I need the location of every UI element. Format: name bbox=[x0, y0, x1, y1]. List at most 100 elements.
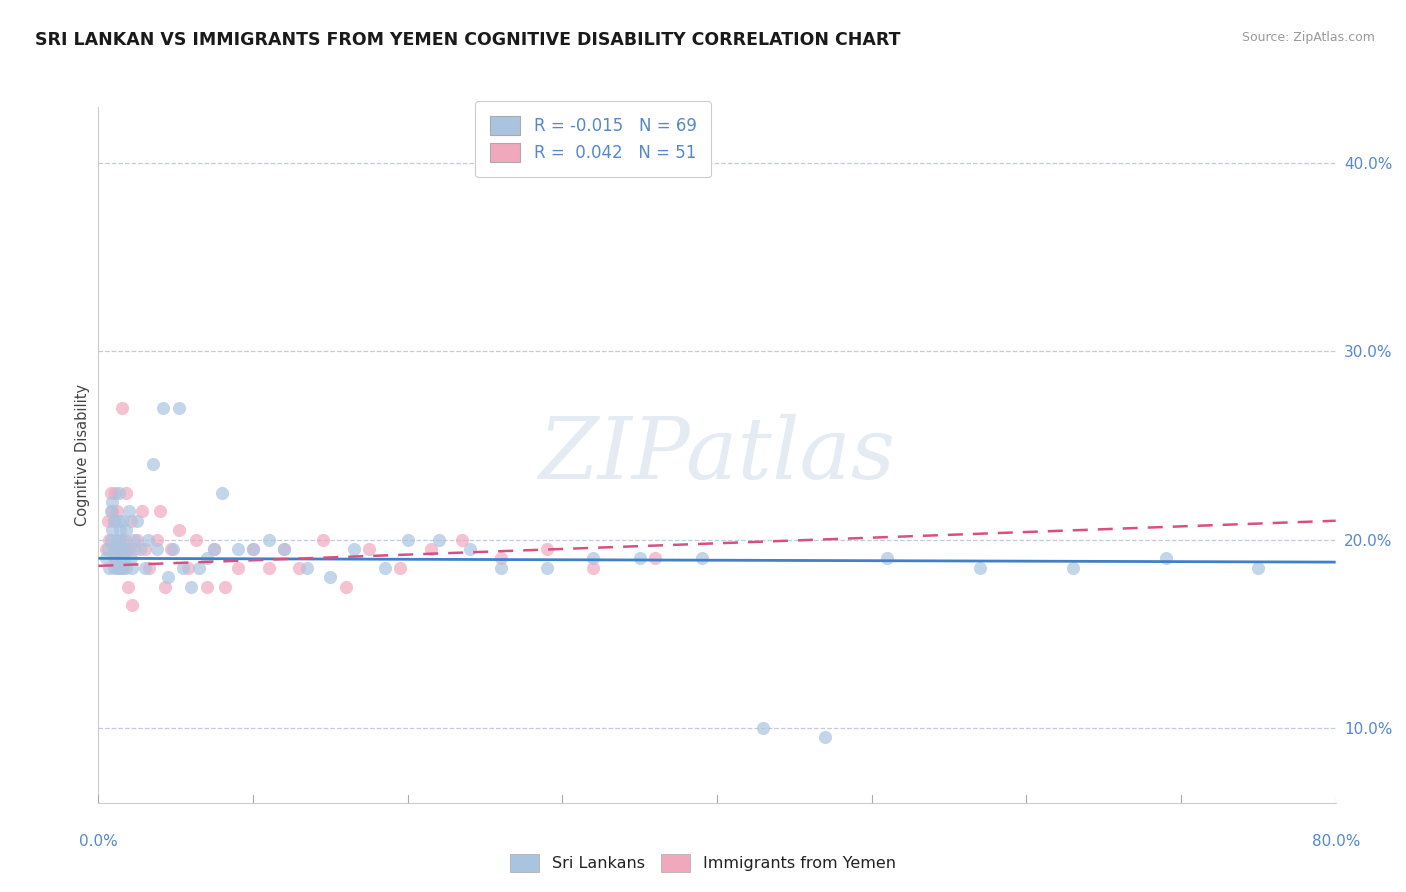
Point bbox=[628, 551, 651, 566]
Point bbox=[188, 560, 211, 574]
Text: Source: ZipAtlas.com: Source: ZipAtlas.com bbox=[1241, 31, 1375, 45]
Text: SRI LANKAN VS IMMIGRANTS FROM YEMEN COGNITIVE DISABILITY CORRELATION CHART: SRI LANKAN VS IMMIGRANTS FROM YEMEN COGN… bbox=[35, 31, 901, 49]
Point bbox=[226, 541, 249, 556]
Point bbox=[112, 560, 135, 574]
Point bbox=[396, 533, 419, 547]
Legend: Sri Lankans, Immigrants from Yemen: Sri Lankans, Immigrants from Yemen bbox=[502, 847, 904, 880]
Point bbox=[211, 485, 233, 500]
Point bbox=[167, 523, 190, 537]
Point bbox=[115, 485, 138, 500]
Point bbox=[122, 533, 145, 547]
Point bbox=[107, 560, 129, 574]
Point bbox=[374, 560, 396, 574]
Point bbox=[450, 533, 472, 547]
Point bbox=[319, 570, 342, 584]
Point bbox=[343, 541, 366, 556]
Point bbox=[100, 485, 122, 500]
Point bbox=[489, 560, 512, 574]
Point bbox=[204, 541, 226, 556]
Point bbox=[335, 580, 357, 594]
Point bbox=[97, 514, 120, 528]
Point bbox=[214, 580, 236, 594]
Point bbox=[146, 533, 169, 547]
Point bbox=[96, 551, 118, 566]
Point bbox=[204, 541, 226, 556]
Point bbox=[129, 541, 152, 556]
Point bbox=[644, 551, 666, 566]
Text: 0.0%: 0.0% bbox=[79, 834, 118, 849]
Point bbox=[273, 541, 295, 556]
Point bbox=[105, 533, 128, 547]
Point bbox=[146, 541, 169, 556]
Point bbox=[136, 533, 159, 547]
Point bbox=[752, 721, 775, 735]
Point bbox=[427, 533, 450, 547]
Point bbox=[388, 560, 412, 574]
Point bbox=[114, 551, 136, 566]
Point bbox=[226, 560, 249, 574]
Point bbox=[115, 560, 138, 574]
Point bbox=[297, 560, 319, 574]
Point bbox=[112, 514, 135, 528]
Point bbox=[108, 523, 131, 537]
Point bbox=[103, 551, 125, 566]
Point bbox=[131, 504, 153, 518]
Point bbox=[419, 541, 441, 556]
Point bbox=[969, 560, 991, 574]
Point bbox=[117, 541, 139, 556]
Point bbox=[101, 523, 124, 537]
Point bbox=[122, 541, 145, 556]
Point bbox=[127, 533, 149, 547]
Point bbox=[162, 541, 184, 556]
Point bbox=[96, 541, 118, 556]
Point bbox=[357, 541, 380, 556]
Point bbox=[114, 533, 136, 547]
Point bbox=[107, 541, 129, 556]
Point bbox=[120, 514, 142, 528]
Point bbox=[536, 541, 558, 556]
Point bbox=[242, 541, 264, 556]
Point bbox=[112, 541, 135, 556]
Point bbox=[111, 401, 134, 415]
Y-axis label: Cognitive Disability: Cognitive Disability bbox=[75, 384, 90, 526]
Point bbox=[107, 485, 129, 500]
Point bbox=[582, 560, 605, 574]
Point bbox=[100, 504, 122, 518]
Point bbox=[273, 541, 295, 556]
Text: ZIPatlas: ZIPatlas bbox=[538, 414, 896, 496]
Point bbox=[121, 560, 143, 574]
Point bbox=[108, 551, 131, 566]
Point bbox=[814, 730, 837, 744]
Point bbox=[160, 541, 183, 556]
Point bbox=[288, 560, 311, 574]
Point bbox=[173, 560, 195, 574]
Point bbox=[98, 560, 121, 574]
Point bbox=[195, 551, 218, 566]
Point bbox=[180, 580, 202, 594]
Point bbox=[134, 541, 156, 556]
Point bbox=[103, 560, 125, 574]
Point bbox=[100, 533, 122, 547]
Point bbox=[312, 533, 335, 547]
Point bbox=[127, 514, 149, 528]
Point bbox=[458, 541, 481, 556]
Point bbox=[121, 599, 143, 613]
Point bbox=[149, 504, 172, 518]
Point bbox=[1247, 560, 1270, 574]
Point bbox=[184, 533, 207, 547]
Point bbox=[195, 580, 218, 594]
Point bbox=[134, 560, 156, 574]
Point bbox=[104, 551, 127, 566]
Point bbox=[120, 551, 142, 566]
Legend: R = -0.015   N = 69, R =  0.042   N = 51: R = -0.015 N = 69, R = 0.042 N = 51 bbox=[475, 102, 711, 178]
Point bbox=[105, 560, 128, 574]
Point bbox=[105, 504, 128, 518]
Point bbox=[536, 560, 558, 574]
Point bbox=[118, 541, 141, 556]
Point bbox=[105, 541, 128, 556]
Point bbox=[111, 533, 134, 547]
Point bbox=[690, 551, 713, 566]
Point bbox=[153, 580, 176, 594]
Point bbox=[111, 560, 134, 574]
Point bbox=[157, 570, 180, 584]
